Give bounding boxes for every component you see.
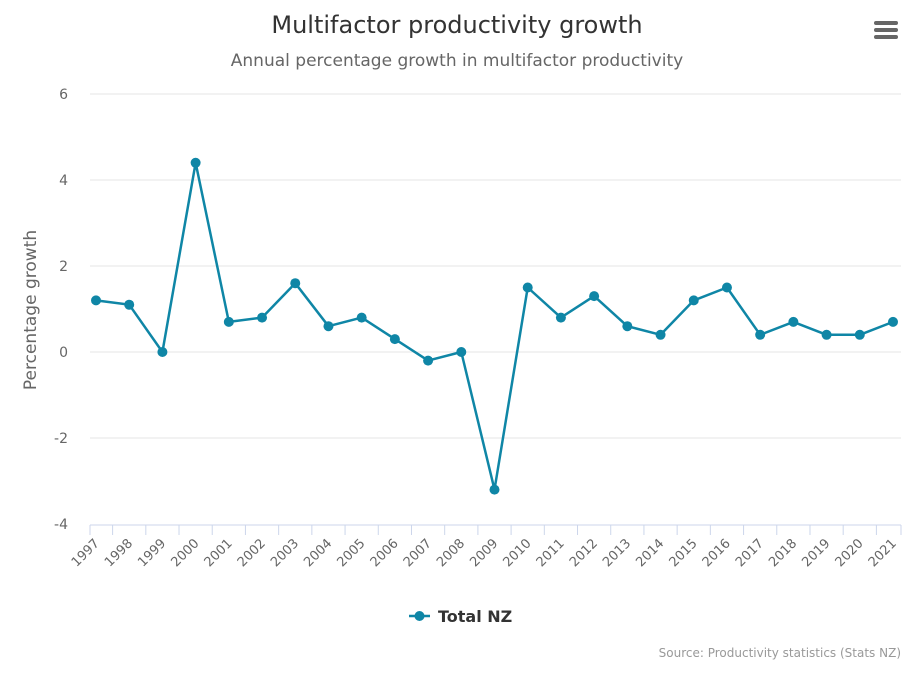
data-point-1997[interactable]	[91, 295, 101, 306]
x-tick-label: 2001	[202, 536, 236, 570]
data-point-2009[interactable]	[489, 484, 500, 495]
x-tick-label: 2015	[667, 536, 701, 570]
x-tick-label: 2008	[434, 536, 468, 570]
data-point-2016[interactable]	[721, 282, 732, 293]
x-tick-label: 2014	[633, 536, 667, 570]
data-point-2015[interactable]	[688, 295, 699, 306]
x-tick-label: 2019	[799, 536, 833, 570]
x-tick-label: 2010	[501, 536, 535, 570]
x-tick-label: 1998	[102, 536, 136, 570]
x-tick-label: 2003	[268, 536, 302, 570]
y-axis-title: Percentage growth	[21, 230, 41, 390]
hamburger-menu-icon	[874, 21, 898, 39]
data-point-2011[interactable]	[555, 312, 566, 323]
x-tick-label: 2013	[600, 536, 634, 570]
x-tick-label: 2000	[168, 536, 202, 570]
data-point-2003[interactable]	[290, 278, 301, 289]
x-tick-label: 2012	[567, 536, 601, 570]
x-tick-label: 2004	[301, 536, 335, 570]
gridlines	[90, 93, 901, 439]
legend-item-total-nz: Total NZ	[438, 607, 512, 626]
x-tick-label: 2009	[467, 536, 501, 570]
data-point-1998[interactable]	[124, 299, 135, 310]
chart-subtitle: Annual percentage growth in multifactor …	[231, 51, 683, 71]
chart-title: Multifactor productivity growth	[271, 11, 642, 39]
x-tick-label: 2020	[833, 536, 867, 570]
data-point-2013[interactable]	[622, 321, 633, 332]
data-point-2001[interactable]	[223, 316, 234, 327]
data-point-2018[interactable]	[788, 316, 799, 327]
x-tick-label: 2017	[733, 536, 767, 570]
data-point-1999[interactable]	[157, 347, 168, 357]
data-point-2005[interactable]	[356, 312, 367, 323]
x-tick-label: 2021	[866, 536, 900, 570]
data-point-2012[interactable]	[589, 291, 600, 302]
y-tick-label: 4	[59, 173, 68, 189]
data-point-2010[interactable]	[522, 282, 533, 293]
x-axis: 1997 1998 1999 2000 2001 2002 2003 2004 2005 2006…	[69, 524, 902, 570]
data-point-2007[interactable]	[423, 355, 434, 366]
x-tick-label: 1997	[69, 536, 103, 570]
data-point-2006[interactable]	[389, 334, 400, 345]
x-tick-label: 2006	[368, 536, 402, 570]
chart-menu-button[interactable]	[868, 14, 902, 46]
x-tick-label: 2002	[235, 536, 269, 570]
x-tick-label: 2011	[534, 536, 568, 570]
data-point-2021[interactable]	[888, 316, 898, 327]
y-tick-label: 2	[59, 259, 68, 275]
data-point-2000[interactable]	[190, 157, 201, 168]
data-point-2008[interactable]	[456, 347, 467, 357]
data-point-2002[interactable]	[257, 312, 268, 323]
y-tick-label: 0	[59, 345, 68, 361]
x-tick-label: 2018	[766, 536, 800, 570]
data-point-2004[interactable]	[323, 321, 334, 332]
x-tick-label: 2007	[401, 536, 435, 570]
data-point-2020[interactable]	[854, 329, 865, 340]
series-line	[94, 161, 895, 491]
series-total-nz	[91, 157, 898, 495]
y-axis: -4 -2 0 2 4 6	[54, 87, 68, 533]
source-credit[interactable]: Source: Productivity statistics (Stats N…	[659, 646, 901, 660]
x-tick-label: 2005	[334, 536, 368, 570]
legend[interactable]: Total NZ	[409, 607, 512, 626]
y-tick-label: -2	[54, 431, 68, 447]
x-tick-label: 2016	[700, 536, 734, 570]
data-point-2014[interactable]	[655, 329, 666, 340]
legend-dot-marker	[414, 611, 425, 621]
y-tick-label: 6	[59, 87, 68, 103]
data-point-2019[interactable]	[821, 329, 832, 340]
y-tick-label: -4	[54, 517, 68, 533]
data-point-2017[interactable]	[755, 329, 766, 340]
x-tick-label: 1999	[135, 536, 169, 570]
